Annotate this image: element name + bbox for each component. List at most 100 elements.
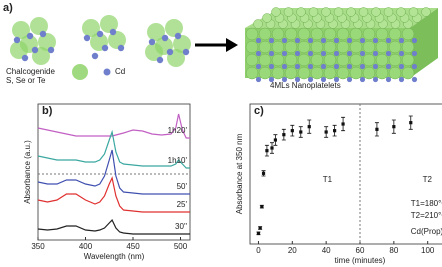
x-tick-label: 0 bbox=[256, 246, 261, 255]
slab-atom bbox=[349, 53, 363, 67]
x-tick-label: 40 bbox=[322, 246, 331, 255]
slab-atom-cd bbox=[281, 50, 288, 57]
atom-cd bbox=[161, 34, 169, 42]
slab-atom-cd bbox=[372, 50, 379, 57]
slab-atom-cd bbox=[359, 37, 366, 44]
slab-atom bbox=[308, 7, 319, 17]
slab-atom-cd bbox=[333, 63, 340, 70]
point bbox=[258, 226, 262, 230]
legend-text: S, Se or Te bbox=[6, 76, 46, 85]
slab-atom-cd bbox=[385, 50, 392, 57]
point bbox=[273, 138, 277, 142]
panel-label: a) bbox=[3, 2, 13, 14]
spectrum bbox=[37, 113, 190, 139]
slab-atom bbox=[401, 53, 415, 67]
slab-atom bbox=[245, 40, 259, 54]
slab-atom-cd bbox=[346, 63, 353, 70]
slab-atom bbox=[375, 27, 389, 41]
atom-cd bbox=[101, 44, 109, 52]
slab-atom-cd bbox=[255, 63, 262, 70]
slab-atom bbox=[336, 27, 350, 41]
series-label: 1h10' bbox=[168, 156, 188, 165]
atom-cd bbox=[166, 48, 174, 56]
slab-atom bbox=[310, 27, 324, 41]
legend-icon bbox=[72, 64, 88, 80]
atom-s bbox=[108, 31, 126, 49]
point bbox=[260, 205, 264, 209]
point bbox=[261, 171, 266, 175]
slab-atom bbox=[349, 66, 363, 80]
atom-s bbox=[82, 19, 100, 37]
panel-a: a) Chalcogenide S, Se or Te Cd 4MLs Nano… bbox=[3, 2, 438, 90]
slab-atom bbox=[284, 66, 298, 80]
slab-atom bbox=[321, 7, 331, 17]
slab-atom-cd bbox=[346, 37, 353, 44]
x-tick-label: 450 bbox=[126, 242, 140, 251]
slab-atom-cd bbox=[333, 50, 340, 57]
slab-atom bbox=[383, 7, 394, 17]
x-tick-label: 20 bbox=[288, 246, 297, 255]
slab-atom bbox=[362, 27, 376, 41]
slab-atom bbox=[336, 40, 350, 54]
x-axis-label: Wavelength (nm) bbox=[84, 252, 145, 261]
y-axis-label: Absorbance at 350 nm bbox=[235, 133, 244, 214]
slab-atom bbox=[388, 53, 402, 67]
point bbox=[290, 129, 294, 133]
slab-atom bbox=[408, 7, 419, 17]
slab-atom bbox=[371, 7, 381, 17]
point bbox=[265, 149, 269, 153]
slab-atom bbox=[297, 27, 311, 41]
slab-atom-cd bbox=[268, 37, 275, 44]
panel-c: 020406080100120time (minutes)Absorbance … bbox=[235, 103, 442, 265]
atom-s bbox=[145, 43, 163, 61]
slab-atom bbox=[349, 40, 363, 54]
y-axis-label: Absorbance (a.u.) bbox=[23, 140, 32, 204]
slab-atom-cd bbox=[372, 76, 379, 83]
slab-atom bbox=[271, 7, 281, 17]
slab-atom bbox=[421, 7, 431, 17]
slab-atom bbox=[258, 27, 272, 41]
slab-atom bbox=[401, 40, 415, 54]
point bbox=[333, 129, 337, 133]
slab-atom bbox=[333, 7, 344, 17]
slab-atom-cd bbox=[411, 76, 418, 83]
atom-cd bbox=[148, 38, 156, 46]
slab-atom bbox=[258, 66, 272, 80]
slab-atom-cd bbox=[359, 76, 366, 83]
panel-label: b) bbox=[42, 105, 53, 117]
spectrum bbox=[37, 149, 190, 195]
slab-atom bbox=[336, 53, 350, 67]
annotation: Cd(Prop)₂ bbox=[411, 227, 442, 236]
slab-atom-cd bbox=[307, 50, 314, 57]
x-tick-label: 80 bbox=[389, 246, 398, 255]
atom-cd bbox=[96, 30, 104, 38]
slab-atom bbox=[310, 40, 324, 54]
slab-atom bbox=[262, 13, 272, 23]
slab-atom bbox=[245, 66, 259, 80]
atom-cd bbox=[91, 52, 99, 60]
slab-atom bbox=[284, 27, 298, 41]
atom-s bbox=[100, 15, 118, 33]
slab-atom-cd bbox=[255, 76, 262, 83]
slab-atom bbox=[375, 53, 389, 67]
slab-atom bbox=[245, 53, 259, 67]
slab-atom bbox=[271, 27, 285, 41]
atom-s bbox=[173, 35, 191, 53]
slab-atom-cd bbox=[398, 76, 405, 83]
slab-atom-cd bbox=[346, 76, 353, 83]
slab-atom-cd bbox=[320, 50, 327, 57]
atom-cd bbox=[26, 32, 34, 40]
annotation: T2=210°C bbox=[411, 211, 442, 220]
slab-atom bbox=[349, 27, 363, 41]
slab-atom bbox=[296, 7, 306, 17]
slab-atom-cd bbox=[281, 63, 288, 70]
atom-s bbox=[12, 21, 30, 39]
slab-atom bbox=[346, 7, 356, 17]
atom-cd bbox=[156, 56, 164, 64]
slab-atom bbox=[323, 27, 337, 41]
atom-s bbox=[10, 41, 28, 59]
series-label: 50' bbox=[177, 182, 188, 191]
slab-atom bbox=[362, 66, 376, 80]
slab-atom bbox=[323, 53, 337, 67]
slab-atom-cd bbox=[385, 37, 392, 44]
